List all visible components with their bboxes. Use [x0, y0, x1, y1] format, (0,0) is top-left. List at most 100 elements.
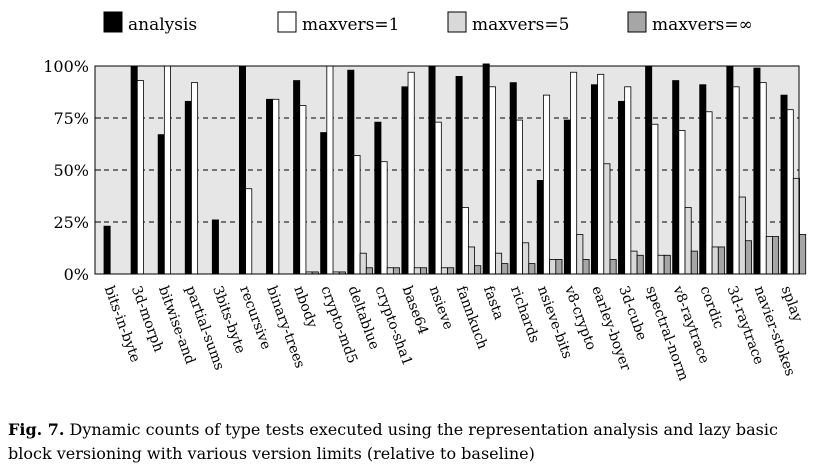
bar-binary-trees-1 — [272, 98, 280, 275]
y-axis: 0% 25% 50% 75% 100% — [43, 57, 101, 284]
bars — [103, 63, 807, 275]
bar-cordic-1 — [705, 111, 713, 275]
bar-3d-raytrace-0 — [726, 65, 734, 275]
bar-nbody-1 — [299, 105, 307, 275]
legend: analysis maxvers=1 maxvers=5 maxvers=∞ — [103, 11, 753, 35]
bar-spectral-norm-0 — [645, 65, 653, 275]
bar-navier-stokes-0 — [753, 67, 761, 275]
bar-fannkuch-2 — [467, 246, 475, 275]
bar-crypto-sha1-2 — [386, 267, 394, 275]
bar-v8-crypto-1 — [570, 71, 578, 275]
bar-fasta-0 — [482, 63, 490, 275]
bar-deltablue-0 — [347, 69, 355, 275]
bar-3d-morph-1 — [136, 80, 144, 275]
bar-fasta-1 — [488, 86, 496, 275]
bar-earley-boyer-1 — [597, 73, 605, 275]
bar-partial-sums-1 — [191, 82, 199, 275]
bar-nsieve-2 — [440, 267, 448, 275]
bar-richards-3 — [528, 263, 536, 275]
bar-deltablue-3 — [365, 267, 373, 275]
bar-nsieve-bits-3 — [555, 259, 563, 275]
bar-3d-cube-0 — [618, 100, 626, 275]
bar-richards-0 — [509, 82, 517, 275]
bar-3d-raytrace-2 — [738, 196, 746, 275]
bar-cordic-3 — [717, 246, 725, 275]
bar-recursive-1 — [245, 188, 253, 275]
x-tick-label-nsieve: nsieve — [426, 284, 456, 332]
y-tick-label-25: 25% — [53, 213, 89, 232]
bar-deltablue-2 — [359, 252, 367, 275]
bar-base64-0 — [401, 86, 409, 275]
bar-3d-morph-0 — [130, 65, 138, 275]
legend-label-0: analysis — [128, 15, 197, 35]
bar-fasta-2 — [495, 252, 503, 275]
bar-nsieve-1 — [434, 121, 442, 275]
bar-nsieve-0 — [428, 65, 436, 275]
bar-nsieve-bits-0 — [536, 179, 544, 275]
bar-3d-raytrace-1 — [732, 86, 740, 275]
bar-fannkuch-1 — [461, 207, 469, 275]
bar-binary-trees-0 — [266, 98, 274, 275]
bar-nbody-0 — [293, 80, 301, 275]
bar-v8-raytrace-2 — [684, 207, 692, 275]
y-tick-label-75: 75% — [53, 109, 89, 128]
bar-richards-1 — [515, 119, 523, 275]
x-tick-label-cordic: cordic — [696, 284, 726, 331]
x-tick-label-fasta: fasta — [480, 284, 507, 322]
x-tick-label-splay: splay — [778, 284, 806, 324]
bar-base64-1 — [407, 71, 415, 275]
bar-v8-raytrace-3 — [690, 250, 698, 275]
bar-nsieve-3 — [447, 267, 455, 275]
bar-3d-cube-1 — [624, 86, 632, 275]
bar-navier-stokes-3 — [772, 236, 780, 275]
bar-3d-cube-2 — [630, 250, 638, 275]
legend-swatch-3 — [627, 11, 647, 33]
legend-label-1: maxvers=1 — [302, 15, 399, 35]
bar-crypto-sha1-1 — [380, 161, 388, 275]
bar-earley-boyer-2 — [603, 163, 611, 275]
bar-richards-2 — [522, 242, 530, 275]
bar-crypto-sha1-0 — [374, 121, 382, 275]
bar-spectral-norm-3 — [663, 254, 671, 275]
y-tick-label-50: 50% — [53, 161, 89, 180]
bar-crypto-md5-0 — [320, 132, 328, 275]
bar-v8-crypto-0 — [563, 119, 571, 275]
bar-v8-crypto-3 — [582, 259, 590, 275]
bar-earley-boyer-0 — [590, 84, 598, 275]
bar-bitwise-and-0 — [157, 134, 165, 275]
bar-fannkuch-3 — [474, 265, 482, 275]
bar-cordic-2 — [711, 246, 719, 275]
y-tick-label-100: 100% — [43, 57, 89, 76]
y-tick-label-0: 0% — [64, 265, 89, 284]
bar-bits-in-byte-0 — [103, 225, 111, 275]
bar-cordic-0 — [699, 84, 707, 275]
x-axis: bits-in-byte3d-morphbitwise-andpartial-s… — [101, 283, 806, 383]
bar-3d-cube-3 — [636, 254, 644, 275]
legend-swatch-1 — [277, 11, 297, 33]
bar-deltablue-1 — [353, 155, 361, 275]
x-tick-label-nbody: nbody — [290, 284, 320, 330]
bar-bitwise-and-1 — [163, 65, 171, 275]
chart: analysis maxvers=1 maxvers=5 maxvers=∞ 0% 25… — [43, 11, 807, 383]
bar-nsieve-bits-1 — [543, 94, 551, 275]
bar-navier-stokes-1 — [759, 82, 767, 275]
bar-earley-boyer-3 — [609, 259, 617, 275]
bar-spectral-norm-1 — [651, 123, 659, 275]
bar-3d-raytrace-3 — [744, 240, 752, 275]
bar-crypto-sha1-3 — [392, 267, 400, 275]
bar-fannkuch-0 — [455, 76, 463, 275]
legend-label-2: maxvers=5 — [472, 15, 569, 35]
bar-nsieve-bits-2 — [549, 259, 557, 275]
bar-splay-1 — [786, 109, 794, 275]
bar-v8-raytrace-0 — [672, 80, 680, 275]
bar-base64-2 — [413, 267, 421, 275]
bar-spectral-norm-2 — [657, 254, 665, 275]
bar-3bits-byte-0 — [211, 219, 219, 275]
legend-swatch-2 — [447, 11, 467, 33]
bar-crypto-md5-1 — [326, 65, 334, 275]
legend-label-3: maxvers=∞ — [652, 15, 753, 35]
bar-base64-3 — [420, 267, 428, 275]
bar-splay-0 — [780, 94, 788, 275]
legend-swatch-0 — [103, 11, 123, 33]
bar-fasta-3 — [501, 263, 509, 275]
